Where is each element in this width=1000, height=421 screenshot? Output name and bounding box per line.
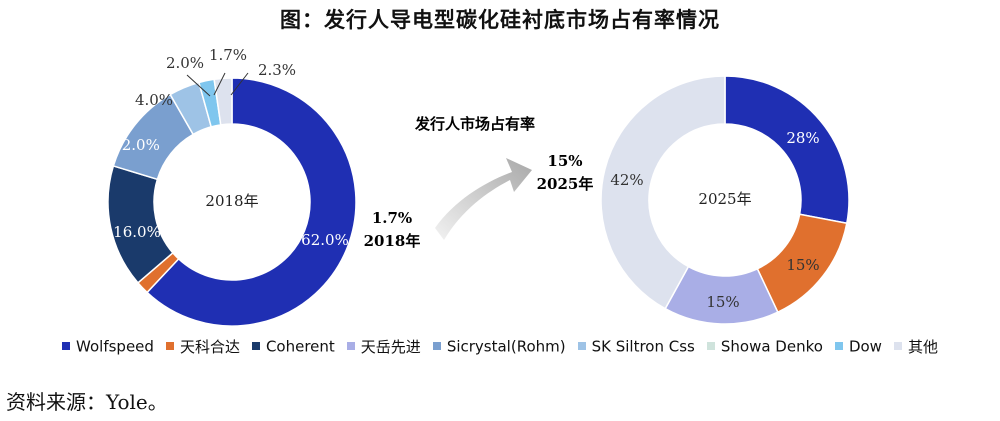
legend-label-wolfspeed: Wolfspeed: [76, 337, 154, 356]
data-label-2025-tianyue: 15%: [706, 293, 739, 311]
legend-item-tkhd: 天科合达: [165, 336, 240, 357]
legend-label-others: 其他: [907, 338, 938, 356]
legend: Wolfspeed 天科合达 Coherent 天岳先进 Sicrystal(Rohm)…: [0, 336, 1000, 357]
legend-swatch-showa-denko: [706, 341, 715, 350]
chart-title: 图：发行人导电型碳化硅衬底市场占有率情况: [280, 7, 720, 32]
annotation-end-value: 15%: [547, 152, 582, 170]
leader-line-dow: [186, 74, 211, 97]
data-label-2018-tkhd: 1.7%: [209, 46, 247, 64]
legend-label-tianyue: 天岳先进: [360, 338, 421, 356]
data-label-2018-coherent: 16.0%: [113, 223, 161, 241]
source-note: 资料来源：Yole。: [6, 390, 168, 414]
legend-label-dow: Dow: [848, 337, 882, 356]
legend-swatch-wolfspeed: [62, 341, 71, 350]
data-label-2025-wolfspeed: 28%: [786, 129, 819, 147]
legend-label-sicrystal-rohm: Sicrystal(Rohm): [446, 337, 566, 356]
data-label-2018-dow: 2.0%: [166, 54, 204, 72]
legend-label-tkhd: 天科合达: [179, 338, 240, 356]
data-label-2018-sicrystal-rohm: 12.0%: [112, 136, 160, 154]
legend-swatch-dow: [834, 341, 843, 350]
legend-item-showa-denko: Showa Denko: [706, 336, 823, 356]
slice-2018-others: [213, 77, 233, 126]
data-label-2025-others: 42%: [610, 171, 643, 189]
data-label-2018-others: 2.3%: [258, 61, 296, 79]
leader-line-others: [230, 72, 249, 96]
legend-label-showa-denko: Showa Denko: [720, 337, 823, 356]
data-label-2018-wolfspeed: 62.0%: [301, 231, 349, 249]
center-label-2025: 2025年: [698, 190, 751, 208]
legend-item-tianyue: 天岳先进: [346, 336, 421, 357]
legend-swatch-sicrystal-rohm: [432, 341, 441, 350]
legend-swatch-tkhd: [165, 341, 174, 350]
legend-label-sk-siltron-css: SK Siltron Css: [591, 337, 695, 356]
annotation-heading: 发行人市场占有率: [414, 115, 535, 133]
growth-arrow: [435, 158, 532, 240]
donut-2025: 28% 15% 15% 42% 2025年: [600, 75, 850, 325]
legend-label-coherent: Coherent: [265, 337, 335, 356]
annotation-start-year: 2018年: [364, 232, 421, 250]
center-label-2018: 2018年: [205, 192, 258, 210]
legend-swatch-sk-siltron-css: [577, 341, 586, 350]
leader-lines: [186, 72, 249, 97]
legend-item-wolfspeed: Wolfspeed: [62, 336, 154, 356]
donut-2018: 62.0% 1.7% 16.0% 12.0% 4.0% 2.0% 2.3% 2018年: [107, 46, 357, 327]
legend-swatch-others: [893, 341, 902, 350]
legend-item-sk-siltron-css: SK Siltron Css: [577, 336, 695, 356]
legend-item-dow: Dow: [834, 336, 882, 356]
chart-canvas: 62.0% 1.7% 16.0% 12.0% 4.0% 2.0% 2.3% 2018年 28%…: [107, 46, 850, 327]
data-label-2018-sk-siltron-css: 4.0%: [135, 91, 173, 109]
legend-swatch-tianyue: [346, 341, 355, 350]
annotation-end-year: 2025年: [537, 175, 594, 193]
slice-2025-wolfspeed: [724, 75, 850, 225]
slice-2018-wolfspeed: [146, 77, 357, 327]
data-label-2025-tkhd: 15%: [786, 256, 819, 274]
legend-swatch-coherent: [251, 341, 260, 350]
slice-2025-others: [600, 75, 726, 310]
legend-item-sicrystal-rohm: Sicrystal(Rohm): [432, 336, 566, 356]
annotation-start-value: 1.7%: [372, 209, 412, 227]
legend-item-others: 其他: [893, 336, 938, 357]
leader-line-tkhd: [213, 72, 226, 96]
legend-item-coherent: Coherent: [251, 336, 335, 356]
